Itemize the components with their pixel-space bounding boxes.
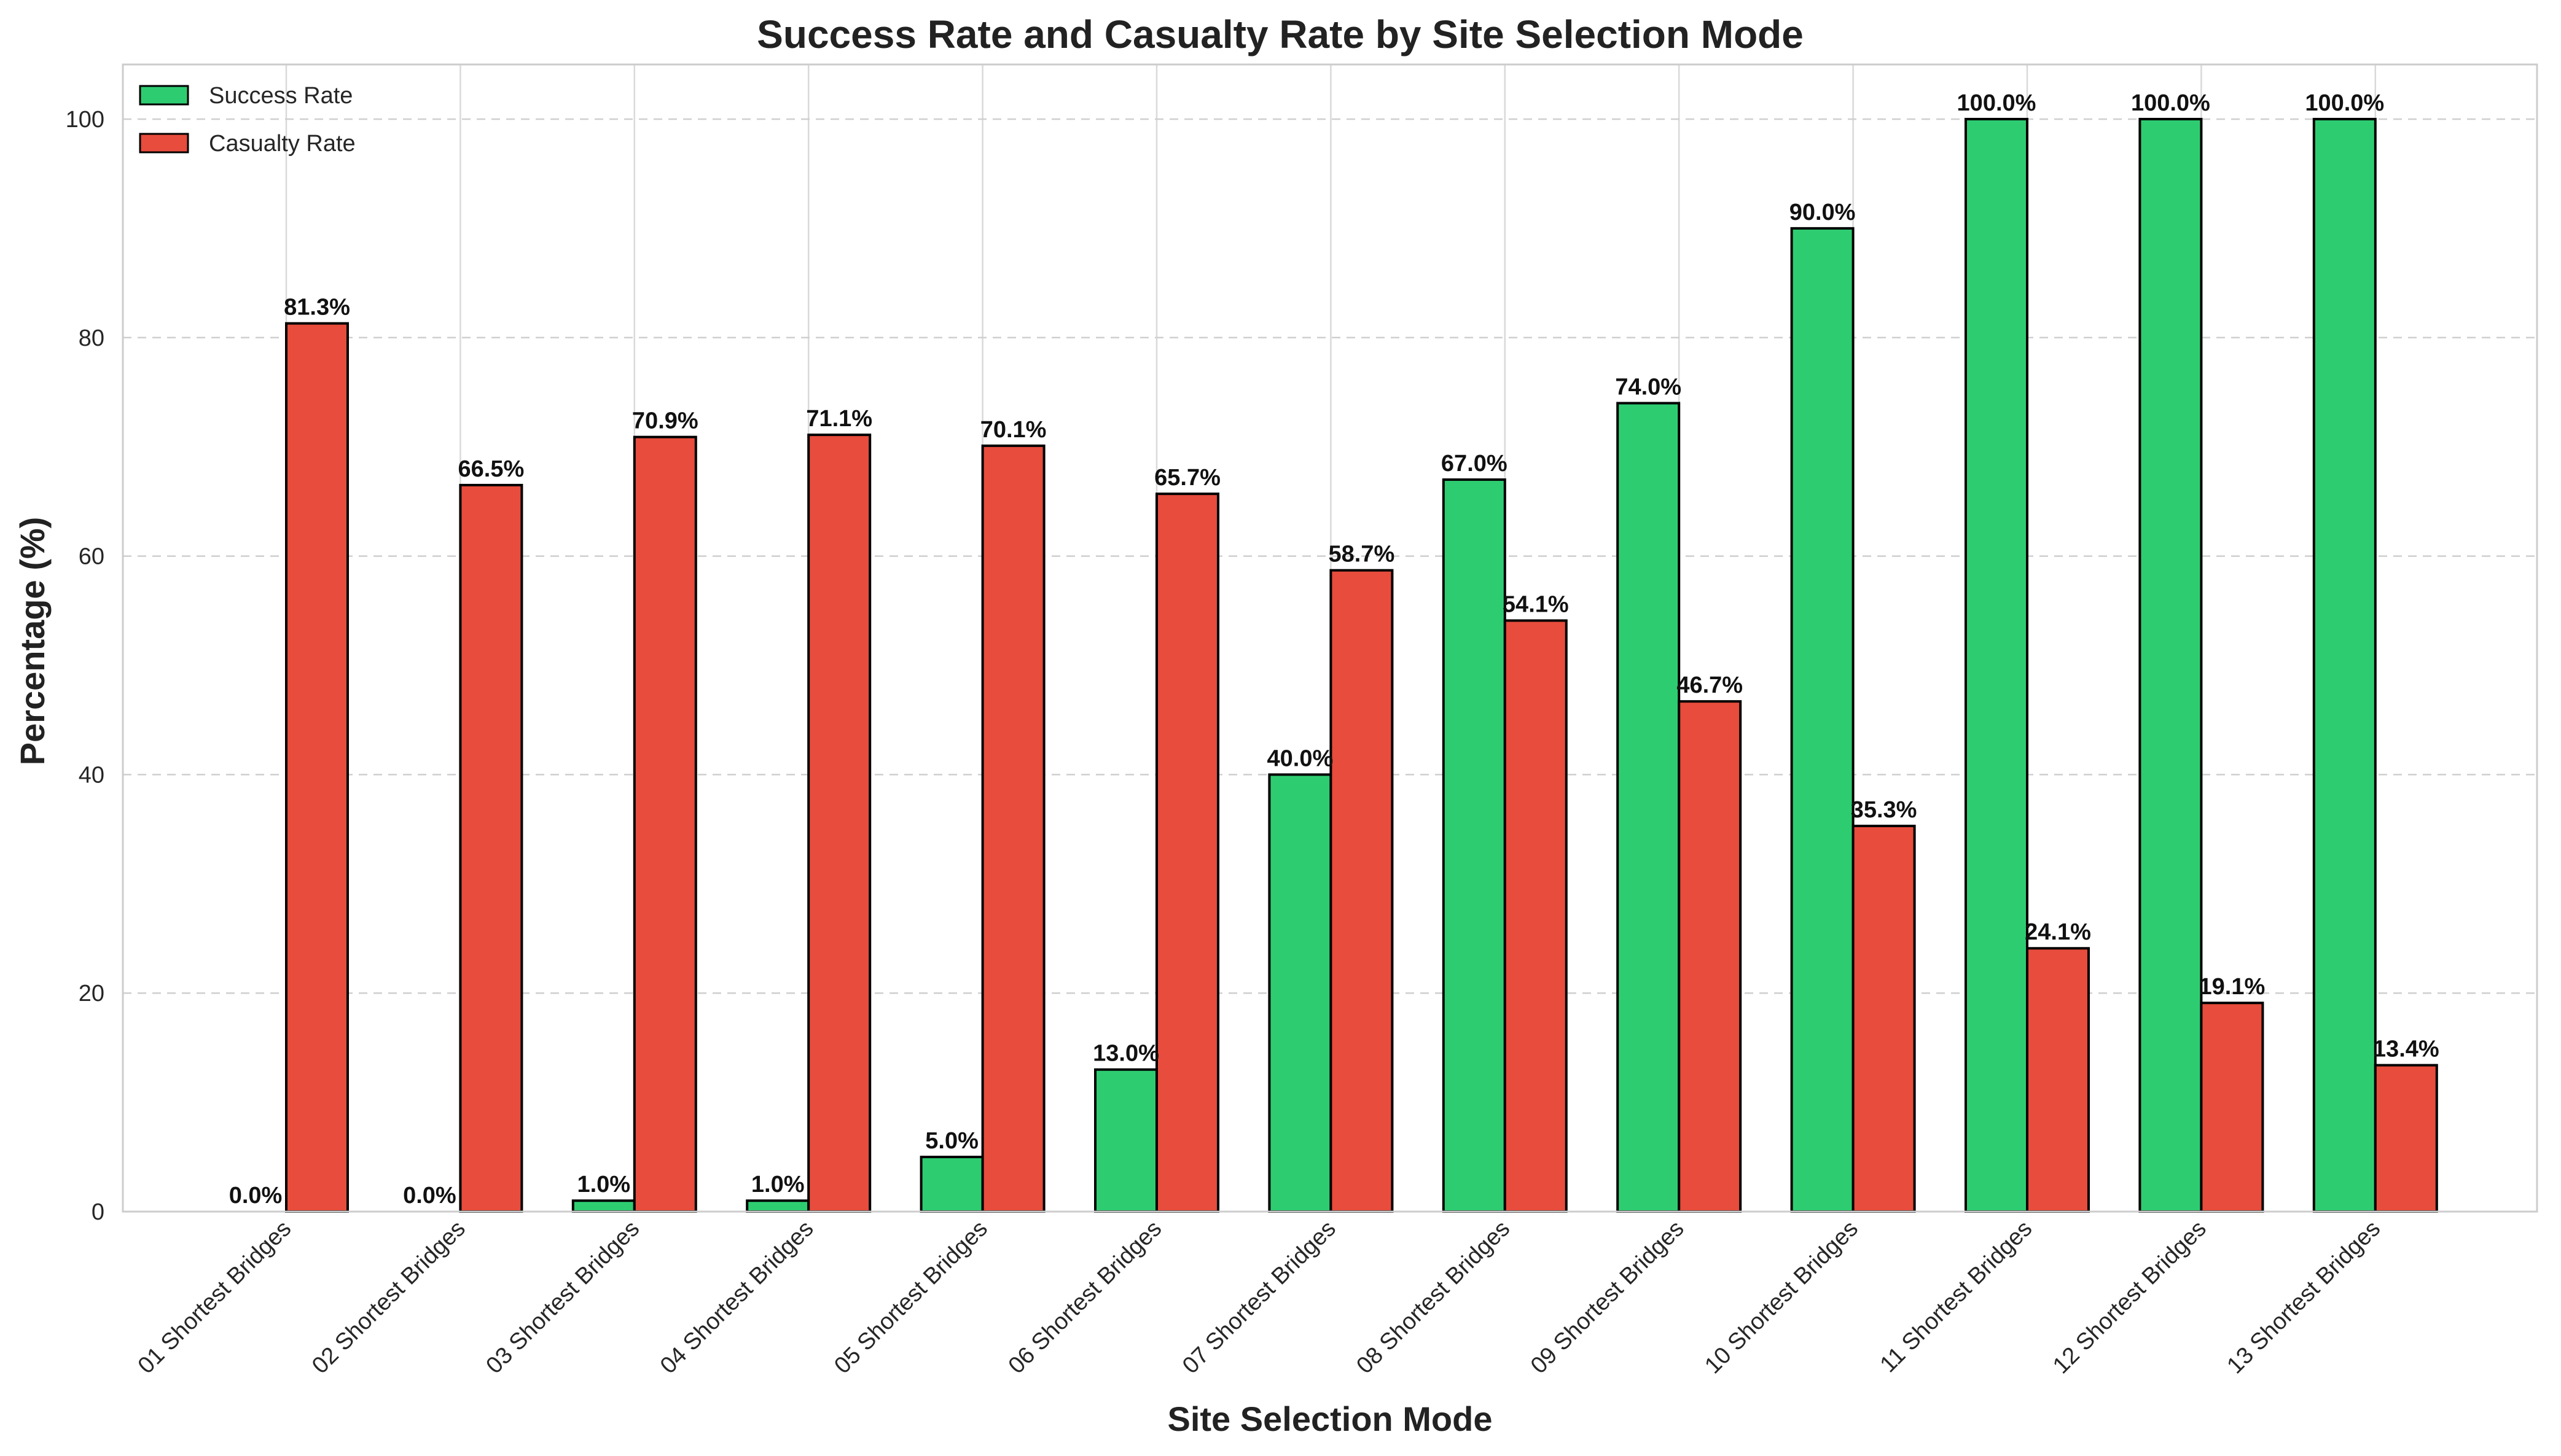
data-label: 5.0% <box>925 1128 979 1154</box>
data-label: 46.7% <box>1676 672 1743 698</box>
data-label: 65.7% <box>1154 465 1221 491</box>
data-label: 66.5% <box>458 456 525 482</box>
data-label: 70.9% <box>632 408 698 434</box>
chart-title: Success Rate and Casualty Rate by Site S… <box>757 12 1804 56</box>
plot-frame <box>122 63 2538 1213</box>
y-axis-label: Percentage (%) <box>13 517 52 766</box>
y-tick-label: 0 <box>92 1199 104 1225</box>
bar-casualty <box>981 444 1046 1213</box>
bar-success <box>1094 1068 1158 1213</box>
bar-casualty <box>1329 569 1394 1213</box>
bar-casualty <box>2026 947 2090 1213</box>
data-label: 67.0% <box>1441 451 1507 477</box>
data-label: 0.0% <box>403 1183 456 1209</box>
legend-entry: Casualty Rate <box>209 131 356 157</box>
bars <box>285 117 2438 1213</box>
y-tick-label: 80 <box>79 325 104 351</box>
data-label: 24.1% <box>2025 919 2091 945</box>
x-axis-label: Site Selection Mode <box>1168 1400 1493 1438</box>
bar-casualty <box>459 483 523 1213</box>
bar-casualty <box>1155 492 1219 1213</box>
bar-success <box>1790 227 1855 1213</box>
bar-casualty <box>807 434 872 1213</box>
data-label: 0.0% <box>229 1183 283 1209</box>
bar-casualty <box>1851 824 1916 1213</box>
data-label: 40.0% <box>1267 746 1334 771</box>
bar-casualty <box>2200 1002 2264 1213</box>
data-label: 19.1% <box>2199 974 2266 1000</box>
bar-casualty <box>1678 700 1742 1213</box>
data-label: 13.4% <box>2373 1037 2439 1062</box>
data-label: 81.3% <box>284 295 350 321</box>
bar-success <box>1616 402 1681 1213</box>
data-label: 70.1% <box>980 417 1047 443</box>
bar-success <box>1965 117 2028 1213</box>
data-label: 58.7% <box>1329 542 1395 567</box>
data-label: 71.1% <box>806 406 872 432</box>
data-label: 74.0% <box>1615 375 1681 400</box>
data-label: 13.0% <box>1093 1041 1159 1067</box>
y-tick-label: 40 <box>79 762 104 788</box>
legend-swatch <box>139 133 189 154</box>
data-labels: 0.0% 0.0% 1.0% 1.0% 5.0% 13.0% 40.0% 67.0% 74.0%… <box>229 90 2439 1209</box>
bar-casualty <box>2374 1064 2438 1213</box>
data-label: 100.0% <box>2305 90 2384 116</box>
data-label: 100.0% <box>1957 90 2036 116</box>
legend-swatch <box>139 85 189 106</box>
data-label: 54.1% <box>1503 592 1569 618</box>
data-label: 90.0% <box>1789 200 1856 225</box>
bar-success <box>746 1199 810 1213</box>
bar-success <box>2312 117 2377 1213</box>
data-label: 100.0% <box>2131 90 2210 116</box>
bar-casualty <box>285 322 349 1213</box>
y-tick-label: 100 <box>66 107 104 133</box>
legend: Success Rate Casualty Rate <box>139 83 356 157</box>
bar-success <box>1268 773 1332 1213</box>
bar-casualty <box>633 435 697 1213</box>
y-tick-label: 20 <box>79 981 104 1006</box>
bar-success <box>1442 478 1506 1213</box>
data-label: 35.3% <box>1851 797 1917 823</box>
legend-entry: Success Rate <box>209 83 353 109</box>
data-label: 1.0% <box>751 1172 805 1197</box>
bar-success <box>571 1199 636 1213</box>
bar-casualty <box>1503 619 1568 1213</box>
bar-success <box>920 1156 984 1213</box>
y-tick-label: 60 <box>79 544 104 570</box>
bar-success <box>2138 117 2203 1213</box>
data-label: 1.0% <box>577 1172 630 1197</box>
